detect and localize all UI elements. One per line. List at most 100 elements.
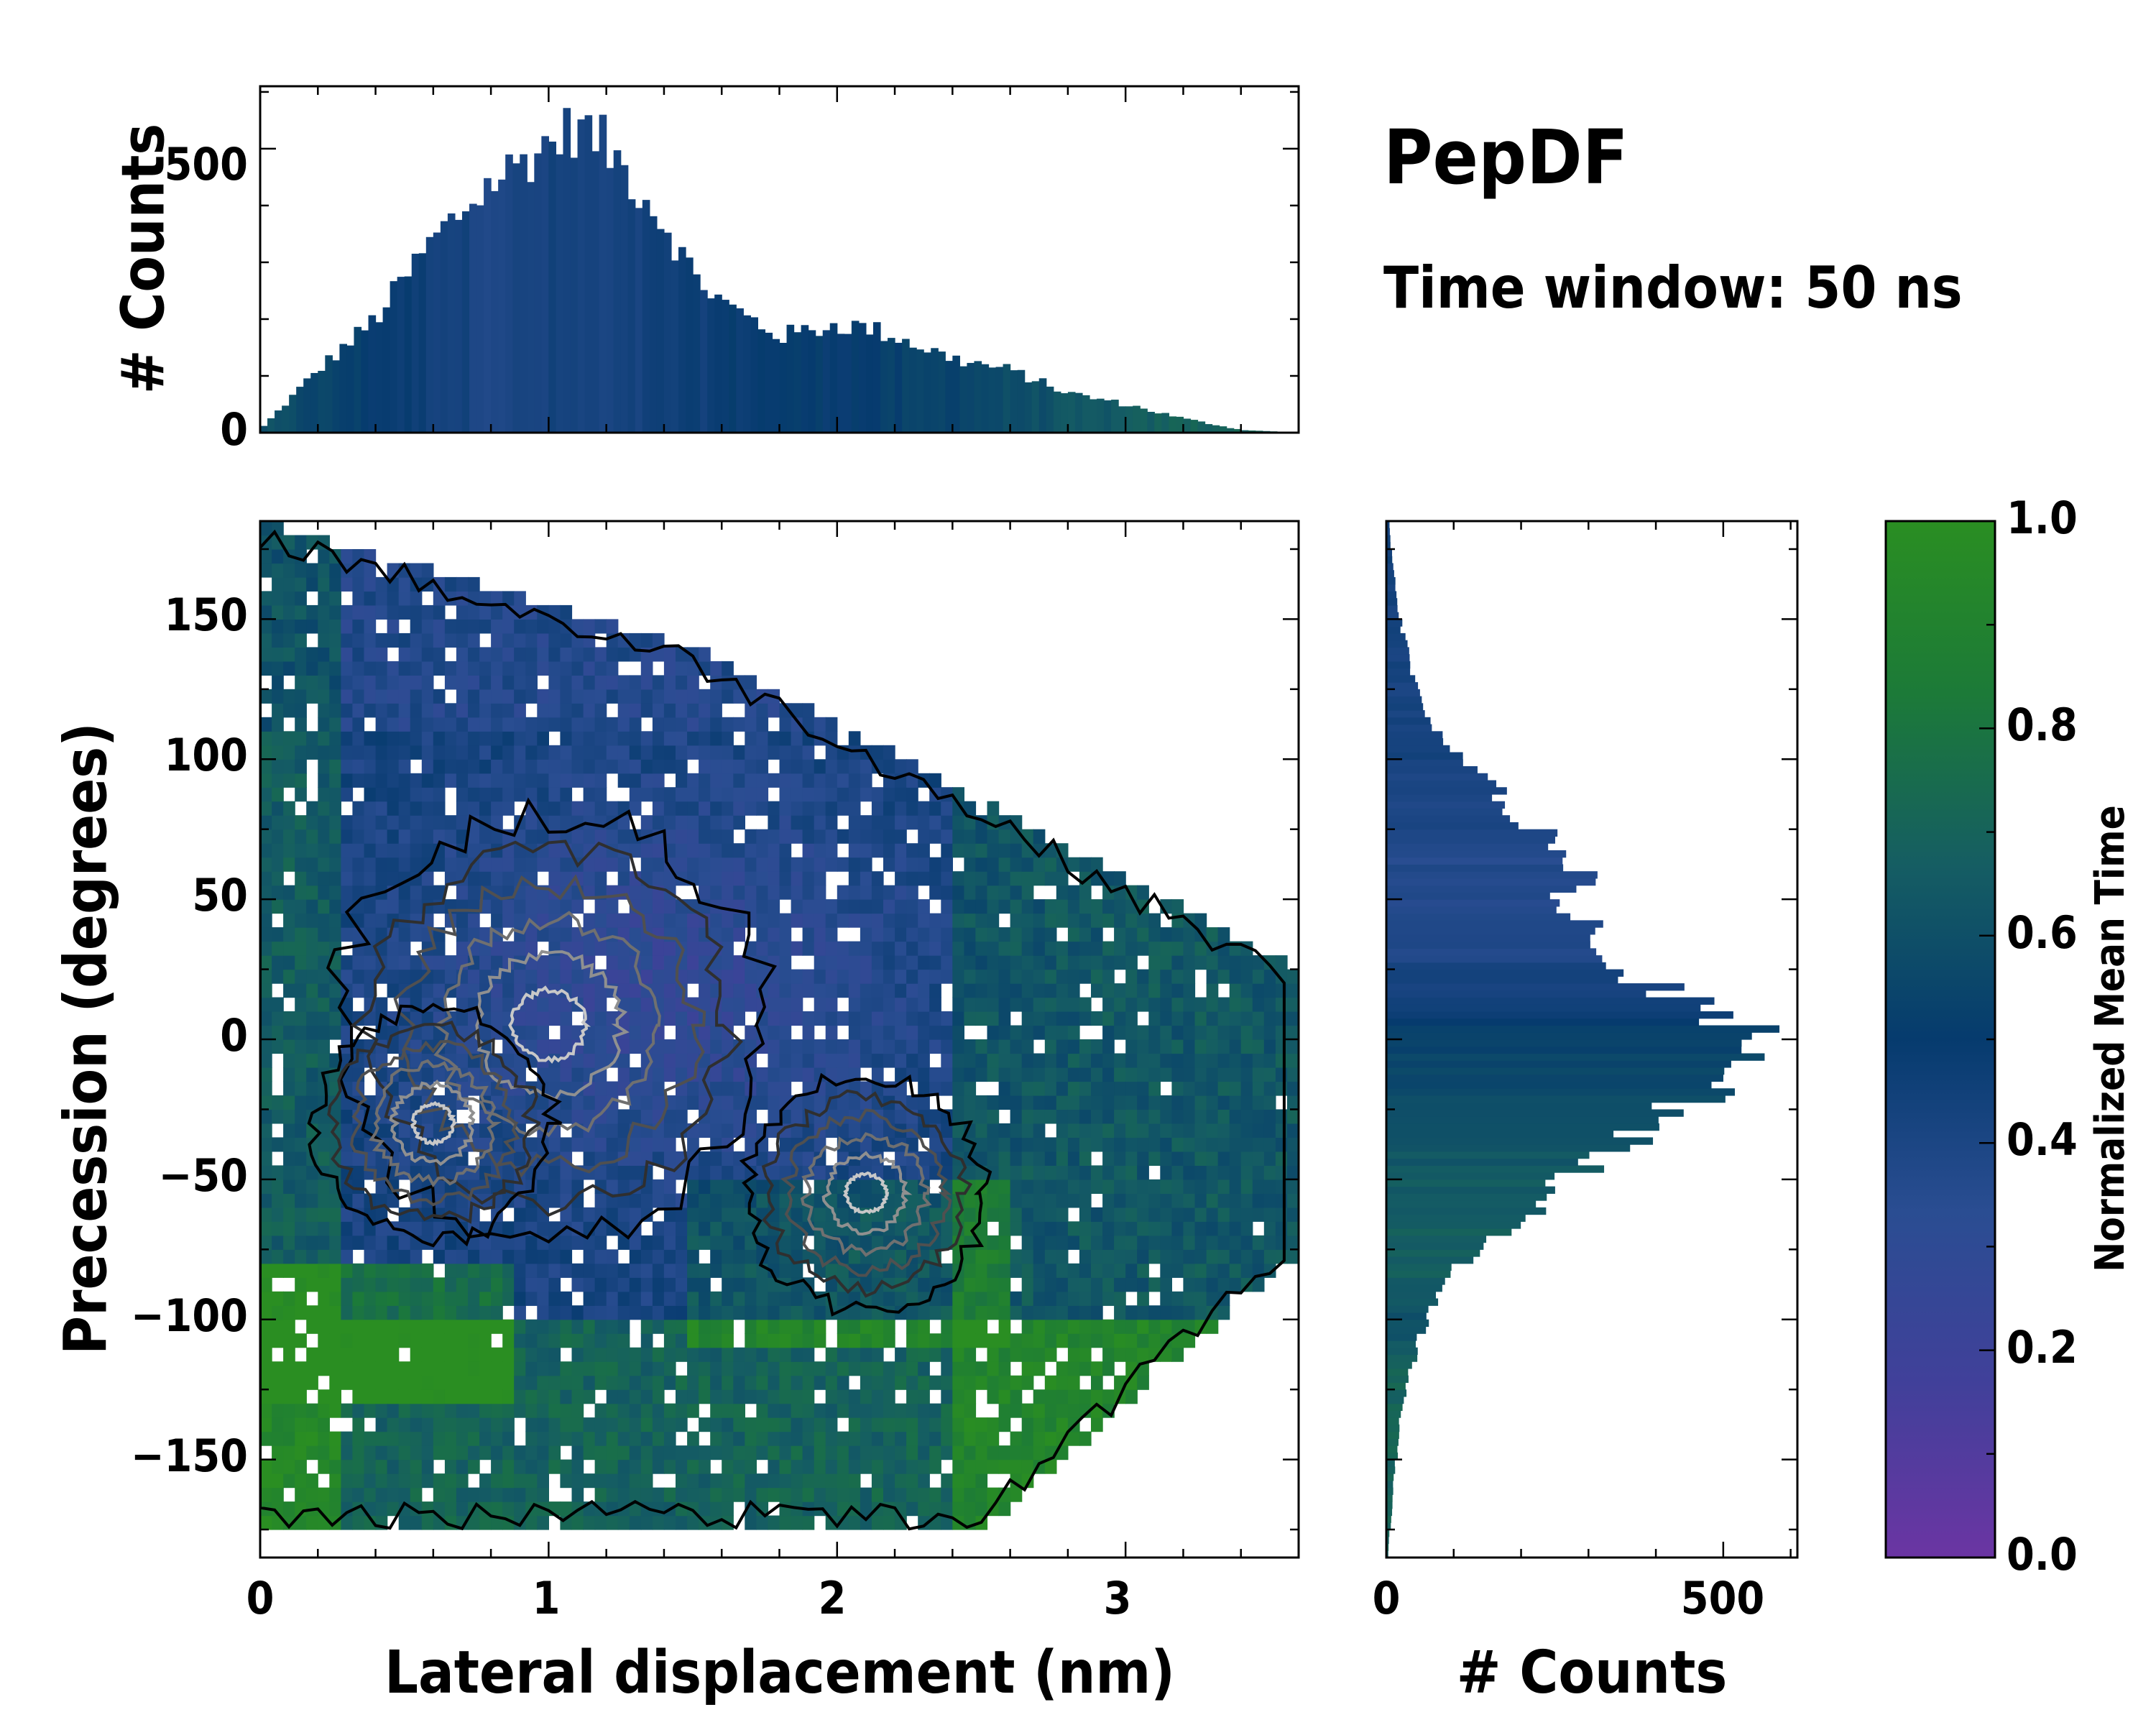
heatmap-cell xyxy=(1021,1319,1034,1334)
heatmap-cell xyxy=(1114,1011,1126,1026)
heatmap-cell xyxy=(560,1389,573,1404)
top-bar xyxy=(1147,411,1155,433)
main-ytick-minus100: −100 xyxy=(131,1289,248,1342)
heatmap-cell xyxy=(617,1165,630,1180)
heatmap-cell xyxy=(306,885,318,900)
heatmap-cell xyxy=(629,1445,642,1460)
heatmap-cell xyxy=(998,1277,1011,1292)
heatmap-cell xyxy=(272,604,284,620)
heatmap-cell xyxy=(756,1487,769,1502)
heatmap-cell xyxy=(1183,1221,1196,1236)
heatmap-cell xyxy=(975,1039,988,1054)
heatmap-cell xyxy=(1229,1235,1242,1250)
heatmap-cell xyxy=(352,1179,365,1194)
heatmap-cell xyxy=(398,1487,411,1502)
heatmap-cell xyxy=(1286,1193,1299,1208)
heatmap-cell xyxy=(687,1333,699,1348)
heatmap-cell xyxy=(606,731,619,746)
heatmap-cell xyxy=(491,1459,503,1474)
heatmap-cell xyxy=(722,941,734,956)
heatmap-cell xyxy=(548,1389,561,1404)
heatmap-cell xyxy=(1160,1025,1172,1040)
heatmap-cell xyxy=(398,576,411,592)
heatmap-cell xyxy=(1148,1039,1161,1054)
heatmap-cell xyxy=(1044,1333,1057,1348)
heatmap-cell xyxy=(895,1249,907,1264)
heatmap-cell xyxy=(514,899,526,914)
heatmap-cell xyxy=(848,843,861,858)
heatmap-cell xyxy=(1010,1333,1023,1348)
heatmap-cell xyxy=(260,843,272,858)
heatmap-cell xyxy=(1217,1151,1230,1166)
heatmap-cell xyxy=(444,1249,457,1264)
heatmap-cell xyxy=(571,969,584,984)
top-bar xyxy=(858,323,867,433)
heatmap-cell xyxy=(318,1347,330,1362)
heatmap-cell xyxy=(571,941,584,956)
heatmap-cell xyxy=(1275,1081,1288,1096)
heatmap-cell xyxy=(306,675,318,690)
heatmap-cell xyxy=(964,1333,977,1348)
heatmap-cell xyxy=(387,843,400,858)
heatmap-cell xyxy=(306,576,318,592)
heatmap-cell xyxy=(1044,1081,1057,1096)
heatmap-cell xyxy=(468,1039,480,1054)
heatmap-cell xyxy=(606,675,619,690)
top-bar xyxy=(1017,369,1026,433)
heatmap-cell xyxy=(398,1333,411,1348)
heatmap-cell xyxy=(1171,1347,1184,1362)
heatmap-cell xyxy=(687,1361,699,1376)
heatmap-cell xyxy=(663,913,676,928)
heatmap-cell xyxy=(571,1431,584,1446)
heatmap-cell xyxy=(318,632,330,648)
heatmap-cell xyxy=(456,745,469,760)
heatmap-cell xyxy=(848,1333,861,1348)
heatmap-cell xyxy=(1183,941,1196,956)
heatmap-cell xyxy=(1021,969,1034,984)
right-bar xyxy=(1386,1312,1427,1320)
heatmap-cell xyxy=(410,647,423,662)
heatmap-cell xyxy=(987,1417,1000,1432)
heatmap-cell xyxy=(722,745,734,760)
heatmap-cell xyxy=(560,955,573,970)
heatmap-cell xyxy=(895,941,907,956)
heatmap-cell xyxy=(848,1095,861,1110)
heatmap-cell xyxy=(929,983,941,998)
heatmap-cell xyxy=(1160,927,1172,942)
heatmap-cell xyxy=(860,1445,872,1460)
heatmap-cell xyxy=(710,731,722,746)
heatmap-cell xyxy=(479,1515,492,1530)
heatmap-cell xyxy=(1091,913,1103,928)
heatmap-cell xyxy=(1125,1389,1138,1404)
heatmap-cell xyxy=(791,1179,803,1194)
heatmap-cell xyxy=(410,563,423,578)
heatmap-cell xyxy=(918,1389,930,1404)
heatmap-cell xyxy=(514,983,526,998)
top-bar xyxy=(548,142,557,433)
heatmap-cell xyxy=(1033,1235,1046,1250)
heatmap-cell xyxy=(1033,857,1046,872)
top-bar xyxy=(872,322,881,433)
heatmap-cell xyxy=(929,1207,941,1222)
heatmap-cell xyxy=(779,913,792,928)
right-bar xyxy=(1386,1298,1439,1306)
heatmap-cell xyxy=(1286,1025,1299,1040)
heatmap-cell xyxy=(699,1459,711,1474)
heatmap-cell xyxy=(295,969,307,984)
heatmap-cell xyxy=(1148,1095,1161,1110)
heatmap-cell xyxy=(491,1487,503,1502)
top-bar xyxy=(433,232,441,433)
heatmap-cell xyxy=(768,1263,780,1278)
heatmap-cell xyxy=(1079,857,1092,872)
heatmap-cell xyxy=(364,927,377,942)
heatmap-cell xyxy=(352,885,365,900)
heatmap-cell xyxy=(848,885,861,900)
heatmap-cell xyxy=(1125,1109,1138,1124)
heatmap-cell xyxy=(260,983,272,998)
heatmap-cell xyxy=(745,703,757,718)
heatmap-cell xyxy=(491,632,503,648)
heatmap-cell xyxy=(479,1487,492,1502)
heatmap-cell xyxy=(1033,983,1046,998)
heatmap-cell xyxy=(468,871,480,886)
heatmap-cell xyxy=(676,1221,688,1236)
